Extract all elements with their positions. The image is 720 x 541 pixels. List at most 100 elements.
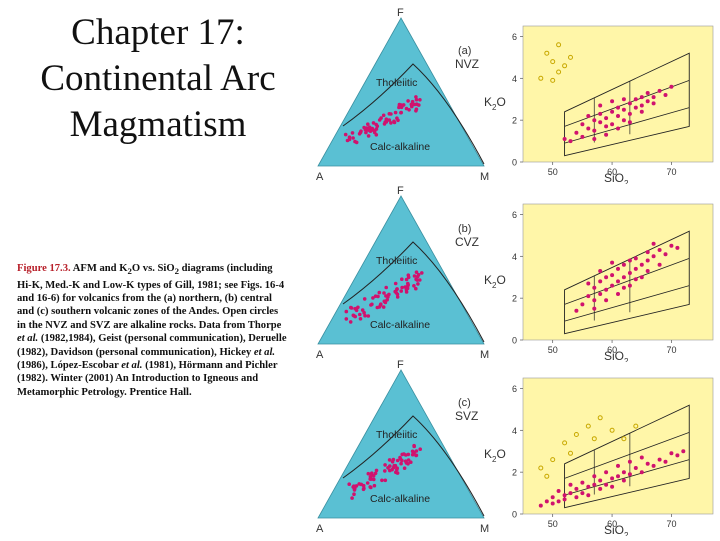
caption-text-3: diagrams (including Hi-K, Med.-K and Low… [17, 263, 285, 331]
k2o-point [574, 308, 579, 313]
low-med-k-boundary [564, 107, 690, 144]
afm-point [395, 287, 399, 291]
afm-point [414, 453, 419, 458]
afm-trend-cloud [347, 443, 422, 500]
k2o-point [669, 243, 674, 248]
k2o-point [627, 101, 632, 106]
k2o-point [657, 248, 662, 252]
y-axis-label-main: K [484, 447, 492, 461]
x-axis-label-sub: 2 [624, 531, 629, 536]
afm-point [412, 274, 417, 278]
k2o-point [556, 499, 561, 504]
k2o-point [586, 114, 591, 118]
afm-point [407, 108, 411, 112]
figure-panel-a: F A M Tholeiitic Calc-alkaline 0 2 4 6 50 60 70 (a) N… [308, 6, 720, 188]
k2o-point [574, 486, 579, 491]
k2o-point [633, 105, 638, 110]
low-med-k-boundary [564, 459, 690, 496]
k2o-point [621, 107, 626, 112]
afm-vertex-f: F [397, 185, 404, 197]
afm-point [354, 140, 359, 145]
afm-point [396, 118, 400, 123]
afm-vertex-m: M [480, 171, 489, 183]
x-tick-label: 70 [666, 345, 676, 355]
afm-point [414, 270, 419, 274]
afm-point [382, 291, 386, 295]
k2o-point [627, 258, 632, 263]
k2o-point [616, 105, 620, 110]
k2o-point [598, 486, 603, 491]
alkaline-open-point [573, 432, 579, 437]
afm-point [409, 102, 414, 107]
afm-point [387, 118, 392, 122]
k2o-point [610, 99, 615, 104]
y-axis-label: K2O [484, 273, 506, 290]
k2o-point [592, 306, 597, 311]
y-tick-label: 6 [512, 210, 517, 220]
afm-label-tholeiitic: Tholeiitic [376, 429, 417, 441]
caption-etal-2: et al. [253, 346, 276, 358]
k2o-point [675, 245, 680, 250]
afm-vertex-f: F [397, 359, 404, 371]
k2o-point [645, 91, 650, 95]
afm-point [395, 471, 400, 475]
k2o-point [610, 260, 615, 265]
k2o-point [574, 495, 579, 500]
afm-point [414, 109, 418, 113]
afm-point [360, 308, 365, 312]
k2o-point [562, 497, 567, 502]
afm-vertex-f: F [397, 7, 404, 19]
afm-point [395, 458, 400, 463]
afm-point [359, 482, 364, 487]
alkaline-open-point [562, 440, 568, 446]
panel-label: (a) [458, 45, 471, 57]
k2o-point [598, 120, 603, 125]
k2o-point [568, 482, 573, 487]
panel-label: (b) [458, 223, 471, 235]
k2o-point [639, 455, 644, 460]
k2o-point [616, 292, 620, 296]
k2o-point [550, 495, 555, 500]
alkaline-open-point [568, 450, 573, 456]
k2o-point [604, 275, 609, 280]
afm-point [415, 274, 420, 279]
x-axis-label-main: SiO [604, 349, 624, 362]
med-high-k-boundary [564, 258, 690, 305]
x-tick-label: 70 [666, 519, 676, 529]
y-axis-label-sub: 2 [492, 455, 497, 464]
k2o-point [592, 285, 597, 290]
afm-point [347, 482, 351, 486]
k2o-point [639, 275, 644, 280]
caption-text-4: (1982,1984), Geist (personal communicati… [17, 333, 287, 358]
k2o-point [574, 130, 579, 135]
afm-trend-cloud [344, 270, 424, 324]
afm-point [403, 459, 408, 463]
afm-point [410, 452, 415, 457]
k2o-point [621, 262, 626, 267]
afm-point [389, 121, 393, 125]
k2o-point [633, 277, 638, 282]
k2o-point [657, 457, 662, 462]
afm-point [351, 485, 355, 489]
k2o-point [651, 254, 656, 259]
alkaline-open-point [544, 473, 550, 479]
k2o-point [651, 463, 656, 468]
k-field-outline [564, 230, 690, 335]
k2o-point [633, 97, 638, 102]
afm-point [365, 481, 370, 485]
afm-triangle [317, 17, 485, 167]
k2o-point [598, 292, 603, 296]
afm-point [372, 477, 376, 482]
afm-point [356, 305, 360, 310]
k2o-point [562, 493, 567, 498]
alkaline-open-point [544, 50, 550, 56]
afm-point [366, 134, 371, 138]
afm-point [354, 484, 359, 488]
x-tick-label: 50 [548, 167, 558, 177]
k2o-point [538, 503, 543, 508]
alkaline-open-point [538, 75, 544, 81]
low-med-k-boundary [564, 285, 690, 322]
x-tick-label: 50 [548, 519, 558, 529]
afm-point [395, 295, 400, 299]
afm-point [414, 95, 418, 99]
